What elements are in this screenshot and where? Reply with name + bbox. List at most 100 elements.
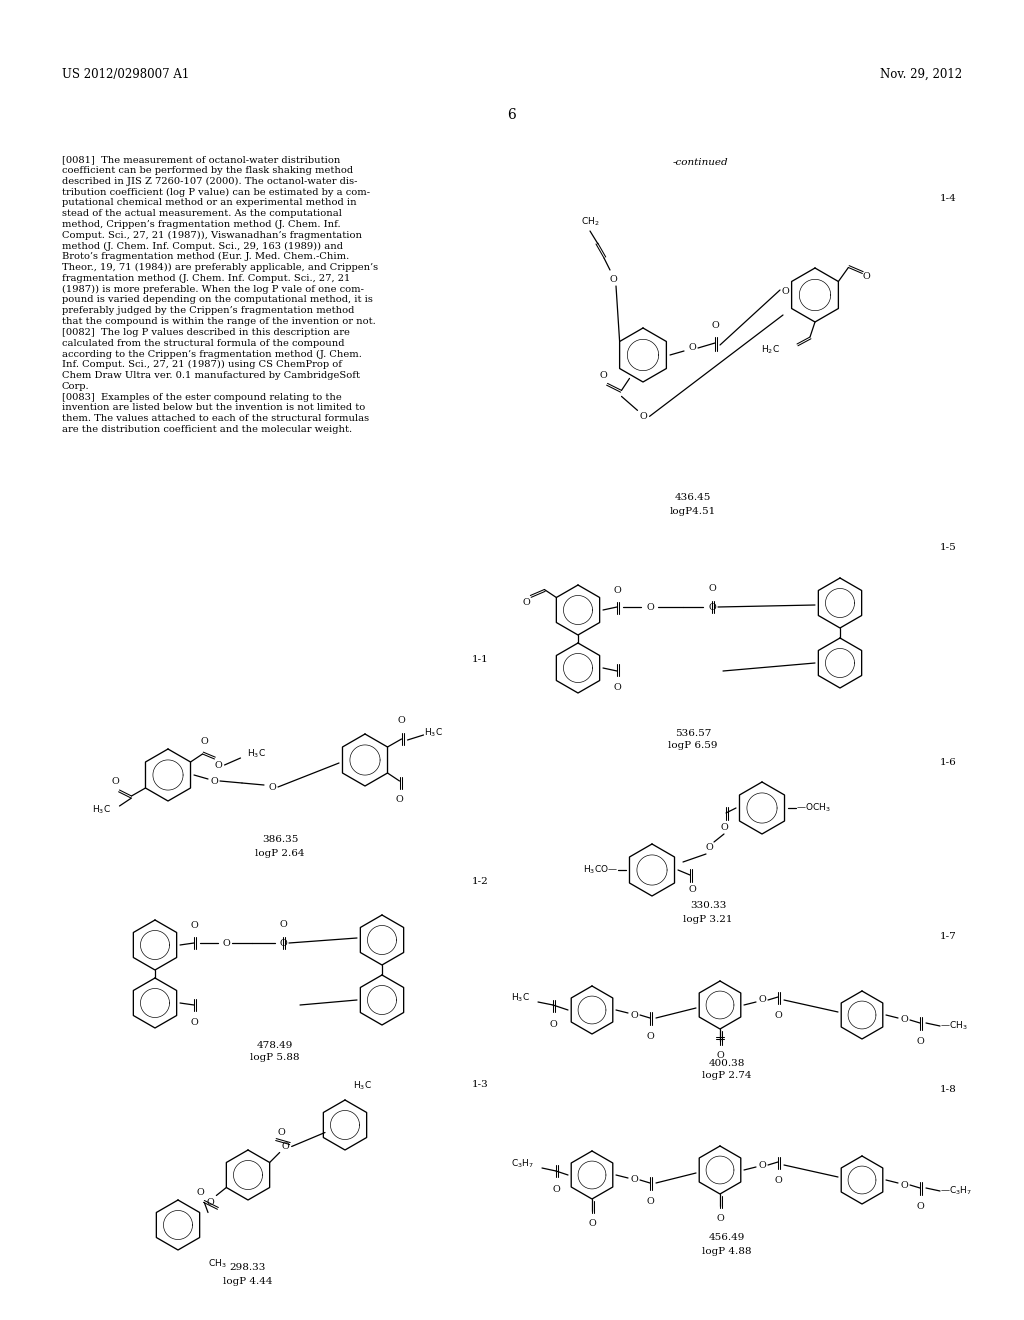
Text: O: O [720, 824, 728, 833]
Text: O: O [282, 1142, 290, 1151]
Text: logP 4.44: logP 4.44 [223, 1276, 272, 1286]
Text: O: O [280, 939, 287, 948]
Text: 436.45: 436.45 [675, 494, 712, 503]
Text: O: O [709, 583, 716, 593]
Text: O: O [549, 1020, 557, 1030]
Text: O: O [201, 738, 209, 747]
Text: O: O [222, 939, 229, 948]
Text: putational chemical method or an experimental method in: putational chemical method or an experim… [62, 198, 356, 207]
Text: O: O [916, 1203, 924, 1210]
Text: tribution coefficient (log P value) can be estimated by a com-: tribution coefficient (log P value) can … [62, 187, 370, 197]
Text: O: O [630, 1176, 638, 1184]
Text: 6: 6 [508, 108, 516, 121]
Text: method, Crippen’s fragmentation method (J. Chem. Inf.: method, Crippen’s fragmentation method (… [62, 220, 341, 228]
Text: method (J. Chem. Inf. Comput. Sci., 29, 163 (1989)) and: method (J. Chem. Inf. Comput. Sci., 29, … [62, 242, 343, 251]
Text: H$_2$C: H$_2$C [761, 343, 780, 356]
Text: H$_3$C: H$_3$C [424, 727, 442, 739]
Text: 298.33: 298.33 [229, 1263, 266, 1272]
Text: Chem Draw Ultra ver. 0.1 manufactured by CambridgeSoft: Chem Draw Ultra ver. 0.1 manufactured by… [62, 371, 360, 380]
Text: logP 4.88: logP 4.88 [702, 1246, 752, 1255]
Text: logP4.51: logP4.51 [670, 507, 716, 516]
Text: logP 5.88: logP 5.88 [250, 1053, 300, 1063]
Text: O: O [630, 1011, 638, 1019]
Text: O: O [613, 586, 621, 595]
Text: O: O [197, 1188, 204, 1197]
Text: O: O [774, 1176, 782, 1185]
Text: US 2012/0298007 A1: US 2012/0298007 A1 [62, 69, 189, 81]
Text: calculated from the structural formula of the compound: calculated from the structural formula o… [62, 339, 344, 347]
Text: O: O [900, 1015, 908, 1024]
Text: O: O [646, 1032, 654, 1041]
Text: (1987)) is more preferable. When the log P vale of one com-: (1987)) is more preferable. When the log… [62, 285, 364, 294]
Text: O: O [758, 1160, 766, 1170]
Text: described in JIS Z 7260-107 (2000). The octanol-water dis-: described in JIS Z 7260-107 (2000). The … [62, 177, 357, 186]
Text: 1-1: 1-1 [472, 655, 488, 664]
Text: O: O [688, 343, 696, 352]
Text: 400.38: 400.38 [709, 1059, 745, 1068]
Text: H$_3$C: H$_3$C [91, 804, 111, 816]
Text: 1-5: 1-5 [940, 543, 956, 552]
Text: 478.49: 478.49 [257, 1040, 293, 1049]
Text: O: O [190, 1018, 198, 1027]
Text: O: O [613, 682, 621, 692]
Text: 1-2: 1-2 [472, 876, 488, 886]
Text: O: O [688, 886, 696, 895]
Text: 1-7: 1-7 [940, 932, 956, 941]
Text: O: O [207, 1199, 214, 1206]
Text: coefficient can be performed by the flask shaking method: coefficient can be performed by the flas… [62, 166, 353, 174]
Text: Theor., 19, 71 (1984)) are preferably applicable, and Crippen’s: Theor., 19, 71 (1984)) are preferably ap… [62, 263, 378, 272]
Text: O: O [112, 777, 120, 787]
Text: H$_3$C: H$_3$C [247, 747, 265, 760]
Text: O: O [716, 1214, 724, 1224]
Text: CH$_2$: CH$_2$ [581, 215, 599, 228]
Text: O: O [280, 920, 287, 929]
Text: H$_3$CO—: H$_3$CO— [583, 863, 618, 876]
Text: H$_3$C: H$_3$C [511, 991, 530, 1005]
Text: O: O [210, 776, 218, 785]
Text: fragmentation method (J. Chem. Inf. Comput. Sci., 27, 21: fragmentation method (J. Chem. Inf. Comp… [62, 273, 350, 282]
Text: O: O [862, 272, 870, 281]
Text: 1-8: 1-8 [940, 1085, 956, 1094]
Text: CH$_3$: CH$_3$ [208, 1258, 226, 1270]
Text: 1-4: 1-4 [940, 194, 956, 203]
Text: O: O [395, 795, 403, 804]
Text: O: O [600, 371, 607, 380]
Text: O: O [916, 1038, 924, 1045]
Text: 330.33: 330.33 [690, 902, 726, 911]
Text: preferably judged by the Crippen’s fragmentation method: preferably judged by the Crippen’s fragm… [62, 306, 354, 315]
Text: 456.49: 456.49 [709, 1233, 745, 1242]
Text: are the distribution coefficient and the molecular weight.: are the distribution coefficient and the… [62, 425, 352, 434]
Text: —OCH$_3$: —OCH$_3$ [796, 801, 830, 814]
Text: 386.35: 386.35 [262, 836, 298, 845]
Text: [0082]  The log P values described in this description are: [0082] The log P values described in thi… [62, 327, 350, 337]
Text: O: O [588, 1218, 596, 1228]
Text: logP 3.21: logP 3.21 [683, 915, 733, 924]
Text: O: O [709, 602, 716, 611]
Text: 1-6: 1-6 [940, 758, 956, 767]
Text: O: O [268, 783, 275, 792]
Text: them. The values attached to each of the structural formulas: them. The values attached to each of the… [62, 414, 369, 424]
Text: O: O [609, 276, 616, 285]
Text: Corp.: Corp. [62, 381, 90, 391]
Text: O: O [190, 921, 198, 931]
Text: invention are listed below but the invention is not limited to: invention are listed below but the inven… [62, 404, 366, 412]
Text: according to the Crippen’s fragmentation method (J. Chem.: according to the Crippen’s fragmentation… [62, 350, 361, 359]
Text: O: O [552, 1185, 560, 1195]
Text: —C$_3$H$_7$: —C$_3$H$_7$ [940, 1185, 972, 1197]
Text: O: O [646, 602, 654, 611]
Text: logP 6.59: logP 6.59 [669, 742, 718, 751]
Text: Comput. Sci., 27, 21 (1987)), Viswanadhan’s fragmentation: Comput. Sci., 27, 21 (1987)), Viswanadha… [62, 231, 362, 240]
Text: [0083]  Examples of the ester compound relating to the: [0083] Examples of the ester compound re… [62, 392, 342, 401]
Text: O: O [758, 995, 766, 1005]
Text: 1-3: 1-3 [472, 1080, 488, 1089]
Text: Broto’s fragmentation method (Eur. J. Med. Chem.-Chim.: Broto’s fragmentation method (Eur. J. Me… [62, 252, 349, 261]
Text: —CH$_3$: —CH$_3$ [940, 1020, 968, 1032]
Text: O: O [900, 1180, 908, 1189]
Text: Nov. 29, 2012: Nov. 29, 2012 [880, 69, 962, 81]
Text: O: O [774, 1011, 782, 1020]
Text: -continued: -continued [672, 158, 728, 168]
Text: O: O [716, 1051, 724, 1060]
Text: O: O [215, 762, 222, 771]
Text: logP 2.74: logP 2.74 [702, 1072, 752, 1081]
Text: pound is varied depending on the computational method, it is: pound is varied depending on the computa… [62, 296, 373, 305]
